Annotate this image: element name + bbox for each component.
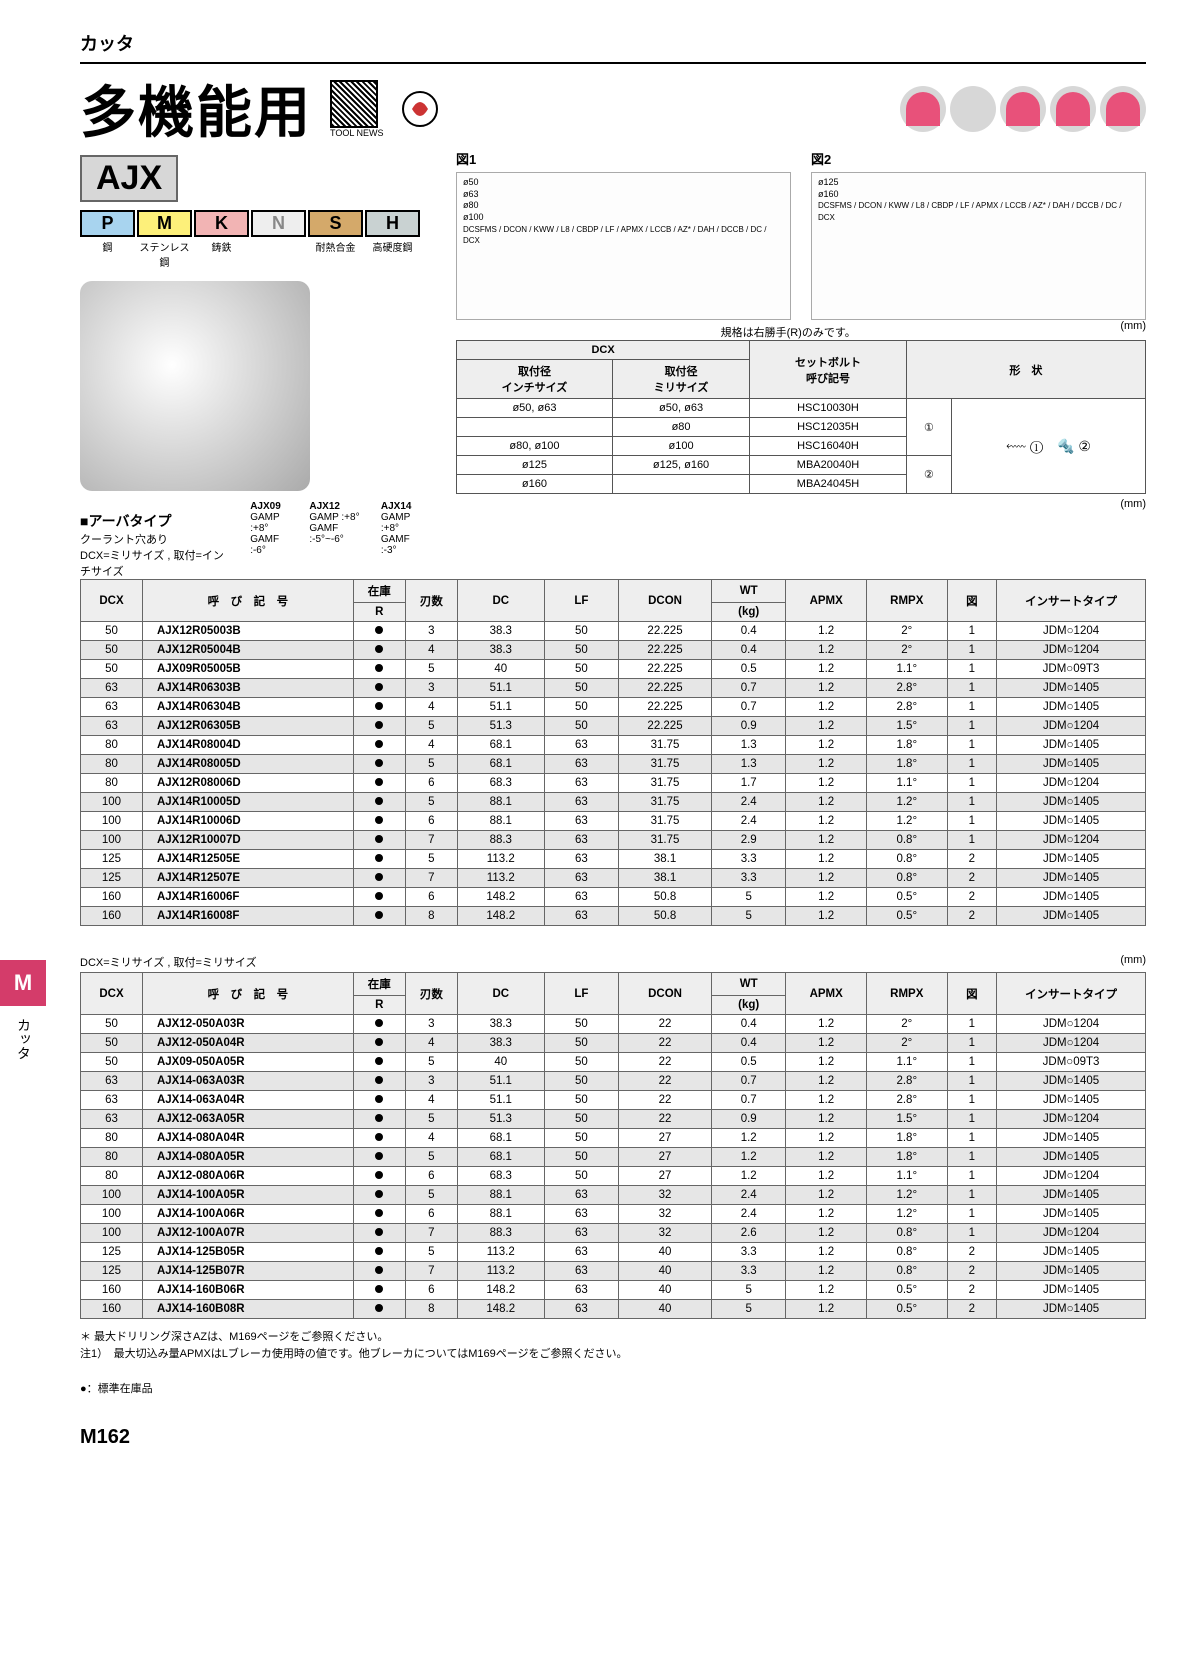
footnotes: ＊ 最大ドリリング深さAZは、M169ページをご参照ください。 注1） 最大切込… <box>80 1329 1146 1362</box>
material-N: N <box>251 210 306 269</box>
table-row: 63AJX12R06305B 551.3 5022.2250.91.2 1.5°… <box>81 717 1146 736</box>
qr-block: TOOL NEWS <box>330 80 384 138</box>
table-row: 100AJX14R10005D 588.1 6331.752.41.2 1.2°… <box>81 793 1146 812</box>
fig1-title: 図1 <box>456 149 791 168</box>
tool-photo <box>80 281 310 491</box>
app-icon-1 <box>900 86 946 132</box>
material-K: K鋳鉄 <box>194 210 249 269</box>
gamp-AJX14: AJX14GAMP :+8°GAMF :-3° <box>381 501 420 556</box>
page-number: M162 <box>80 1426 1146 1449</box>
table2-caption: DCX=ミリサイズ , 取付=ミリサイズ <box>80 954 257 970</box>
brand-icon <box>402 91 438 127</box>
table-row: 80AJX12-080A06R 668.3 50271.21.2 1.1°1JD… <box>81 1167 1146 1186</box>
material-M: Mステンレス鋼 <box>137 210 192 269</box>
table-row: 63AJX14-063A04R 451.1 50220.71.2 2.8°1JD… <box>81 1091 1146 1110</box>
fig2-title: 図2 <box>811 149 1146 168</box>
title-row: 多機能用 TOOL NEWS <box>80 68 1146 149</box>
side-tab-text: カッタ <box>14 1018 34 1060</box>
right-column: 図1 ø50 ø63 ø80 ø100 DCSFMS / DCON / KWW … <box>456 149 1146 510</box>
table-row: 125AJX14R12507E 7113.2 6338.13.31.2 0.8°… <box>81 869 1146 888</box>
unit-mm: (mm) <box>1120 320 1146 340</box>
table-row: 100AJX14-100A06R 688.1 63322.41.2 1.2°1J… <box>81 1205 1146 1224</box>
side-tab: M カッタ <box>0 960 46 1060</box>
table-row: 63AJX14-063A03R 351.1 50220.71.2 2.8°1JD… <box>81 1072 1146 1091</box>
application-icons <box>900 86 1146 132</box>
table-row: 63AJX12-063A05R 551.3 50220.91.2 1.5°1JD… <box>81 1110 1146 1129</box>
app-icon-2 <box>950 86 996 132</box>
table-row: 160AJX14R16008F 8148.2 6350.851.2 0.5°2J… <box>81 907 1146 926</box>
table-row: 100AJX14R10006D 688.1 6331.752.41.2 1.2°… <box>81 812 1146 831</box>
table-row: 63AJX14R06303B 351.1 5022.2250.71.2 2.8°… <box>81 679 1146 698</box>
material-H: H高硬度鋼 <box>365 210 420 269</box>
series-label: AJX <box>80 155 178 202</box>
table-row: 100AJX12R10007D 788.3 6331.752.91.2 0.8°… <box>81 831 1146 850</box>
table-row: 50AJX09R05005B 540 5022.2250.51.2 1.1°1J… <box>81 660 1146 679</box>
spec-table-1: DCX 呼 び 記 号 在庫 刃数 DC LF DCON WT APMX RMP… <box>80 579 1146 926</box>
table-row: 80AJX14R08004D 468.1 6331.751.31.2 1.8°1… <box>81 736 1146 755</box>
material-P: P鋼 <box>80 210 135 269</box>
fig1-body: ø50 ø63 ø80 ø100 DCSFMS / DCON / KWW / L… <box>456 172 791 320</box>
table-row: 50AJX12-050A03R 338.3 50220.41.2 2°1JDM○… <box>81 1015 1146 1034</box>
figure-1: 図1 ø50 ø63 ø80 ø100 DCSFMS / DCON / KWW … <box>456 149 791 320</box>
table-row: 125AJX14R12505E 5113.2 6338.13.31.2 0.8°… <box>81 850 1146 869</box>
qr-icon <box>330 80 378 128</box>
app-icon-3 <box>1000 86 1046 132</box>
gamp-AJX09: AJX09GAMP :+8°GAMF :-6° <box>250 501 289 556</box>
side-tab-letter: M <box>0 960 46 1006</box>
material-S: S耐熱合金 <box>308 210 363 269</box>
fig-note: 規格は右勝手(R)のみです。 <box>456 324 1120 340</box>
table-row: 80AJX12R08006D 668.3 6331.751.71.2 1.1°1… <box>81 774 1146 793</box>
table-row: 50AJX12R05004B 438.3 5022.2250.41.2 2°1J… <box>81 641 1146 660</box>
table-row: 80AJX14R08005D 568.1 6331.751.31.2 1.8°1… <box>81 755 1146 774</box>
table-row: 100AJX12-100A07R 788.3 63322.61.2 0.8°1J… <box>81 1224 1146 1243</box>
table-row: 160AJX14-160B08R 8148.2 634051.2 0.5°2JD… <box>81 1300 1146 1319</box>
table-row: 50AJX12R05003B 338.3 5022.2250.41.2 2°1J… <box>81 622 1146 641</box>
app-icon-5 <box>1100 86 1146 132</box>
table-row: 50AJX09-050A05R 540 50220.51.2 1.1°1JDM○… <box>81 1053 1146 1072</box>
table-row: 80AJX14-080A04R 468.1 50271.21.2 1.8°1JD… <box>81 1129 1146 1148</box>
footnote-star: ＊ 最大ドリリング深さAZは、M169ページをご参照ください。 <box>80 1329 1146 1346</box>
left-column: AJX P鋼 Mステンレス鋼 K鋳鉄 N S耐熱合金 H高硬度鋼 ■アーバタイプ… <box>80 149 420 579</box>
table-row: 160AJX14R16006F 6148.2 6350.851.2 0.5°2J… <box>81 888 1146 907</box>
tool-news-label: TOOL NEWS <box>330 128 384 138</box>
gamp-row: AJX09GAMP :+8°GAMF :-6° AJX12GAMP :+8°GAM… <box>250 501 420 556</box>
table-row: 63AJX14R06304B 451.1 5022.2250.71.2 2.8°… <box>81 698 1146 717</box>
table-row: 160AJX14-160B06R 6148.2 634051.2 0.5°2JD… <box>81 1281 1146 1300</box>
figure-2: 図2 ø125 ø160 DCSFMS / DCON / KWW / L8 / … <box>811 149 1146 320</box>
fig2-body: ø125 ø160 DCSFMS / DCON / KWW / L8 / CBD… <box>811 172 1146 320</box>
table-row: 50AJX12-050A04R 438.3 50220.41.2 2°1JDM○… <box>81 1034 1146 1053</box>
dcx-note: DCX=ミリサイズ , 取付=インチサイズ <box>80 547 234 579</box>
app-icon-4 <box>1050 86 1096 132</box>
unit-mm-3: (mm) <box>1120 954 1146 970</box>
material-row: P鋼 Mステンレス鋼 K鋳鉄 N S耐熱合金 H高硬度鋼 <box>80 210 420 269</box>
arbor-title: ■アーバタイプ <box>80 511 234 531</box>
category-label: カッタ <box>80 30 1146 56</box>
stock-legend: ●：標準在庫品 <box>80 1380 1146 1396</box>
unit-mm-2: (mm) <box>456 498 1146 510</box>
table-row: 80AJX14-080A05R 568.1 50271.21.2 1.8°1JD… <box>81 1148 1146 1167</box>
table-row: 125AJX14-125B07R 7113.2 63403.31.2 0.8°2… <box>81 1262 1146 1281</box>
main-title: 多機能用 <box>80 68 312 149</box>
gamp-AJX12: AJX12GAMP :+8°GAMF :-5°~-6° <box>309 501 361 556</box>
footnote-1: 注1） 最大切込み量APMXはLブレーカ使用時の値です。他ブレーカについてはM1… <box>80 1346 1146 1363</box>
spec-table-2: DCX 呼 び 記 号 在庫 刃数 DC LF DCON WT APMX RMP… <box>80 972 1146 1319</box>
coolant-note: クーラント穴あり <box>80 531 234 547</box>
table-row: 100AJX14-100A05R 588.1 63322.41.2 1.2°1J… <box>81 1186 1146 1205</box>
bolt-table: DCXセットボルト呼び記号形 状 取付径インチサイズ取付径ミリサイズø50, ø… <box>456 340 1146 494</box>
rule <box>80 62 1146 64</box>
table-row: 125AJX14-125B05R 5113.2 63403.31.2 0.8°2… <box>81 1243 1146 1262</box>
